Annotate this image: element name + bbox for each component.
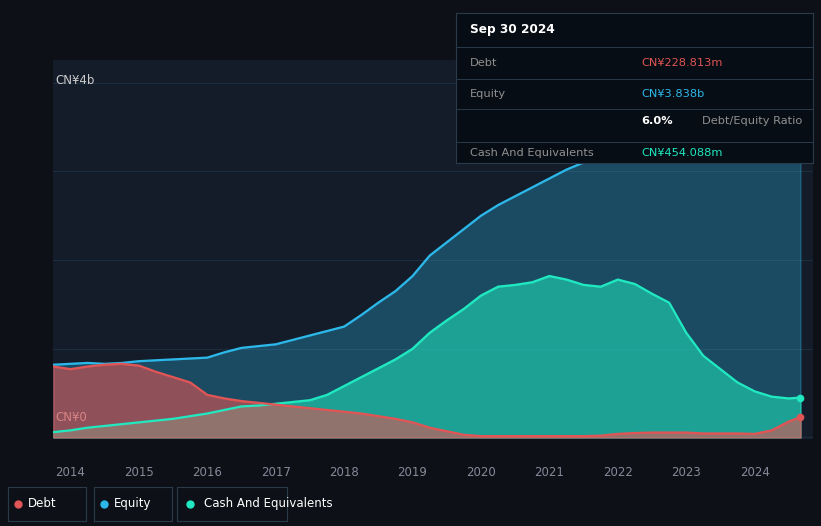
Text: 2017: 2017	[261, 466, 291, 479]
Text: 2020: 2020	[466, 466, 496, 479]
Text: Equity: Equity	[470, 89, 506, 99]
Text: 2016: 2016	[192, 466, 222, 479]
Text: CN¥3.838b: CN¥3.838b	[641, 89, 704, 99]
Text: Sep 30 2024: Sep 30 2024	[470, 23, 555, 36]
Text: Debt/Equity Ratio: Debt/Equity Ratio	[702, 116, 802, 126]
Text: CN¥454.088m: CN¥454.088m	[641, 148, 722, 158]
Text: 2014: 2014	[56, 466, 85, 479]
Text: Cash And Equivalents: Cash And Equivalents	[470, 148, 594, 158]
Text: Cash And Equivalents: Cash And Equivalents	[204, 497, 333, 510]
Text: CN¥0: CN¥0	[56, 411, 87, 424]
Text: Debt: Debt	[470, 58, 498, 68]
Text: 2023: 2023	[672, 466, 701, 479]
Text: 2018: 2018	[329, 466, 359, 479]
Text: 6.0%: 6.0%	[641, 116, 673, 126]
Text: 2024: 2024	[740, 466, 769, 479]
Text: Debt: Debt	[28, 497, 57, 510]
Text: Equity: Equity	[114, 497, 151, 510]
Text: CN¥228.813m: CN¥228.813m	[641, 58, 722, 68]
Text: CN¥4b: CN¥4b	[56, 74, 95, 87]
Text: 2019: 2019	[397, 466, 428, 479]
Text: 2022: 2022	[603, 466, 633, 479]
Text: 2021: 2021	[534, 466, 564, 479]
Text: 2015: 2015	[124, 466, 154, 479]
